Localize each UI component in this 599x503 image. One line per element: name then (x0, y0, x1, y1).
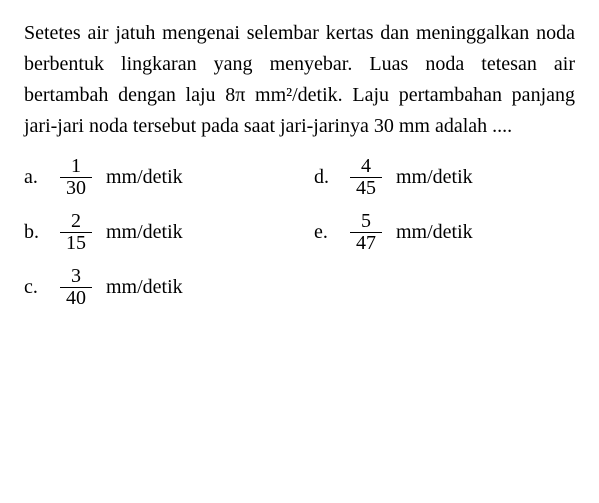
option-den-a: 30 (60, 177, 92, 199)
option-b: b. 2 15 mm/detik (24, 211, 284, 254)
question-text: Setetes air jatuh mengenai selembar kert… (24, 18, 575, 142)
option-fraction-a: 1 30 (60, 156, 92, 199)
option-num-d: 4 (355, 156, 377, 177)
option-row-3: c. 3 40 mm/detik (24, 266, 575, 309)
option-den-c: 40 (60, 287, 92, 309)
option-letter-c: c. (24, 276, 46, 299)
option-letter-e: e. (314, 221, 336, 244)
option-den-d: 45 (350, 177, 382, 199)
option-unit-e: mm/detik (396, 221, 473, 244)
option-num-c: 3 (65, 266, 87, 287)
options-container: a. 1 30 mm/detik d. 4 45 mm/detik b. 2 1… (24, 156, 575, 309)
option-den-e: 47 (350, 232, 382, 254)
option-num-a: 1 (65, 156, 87, 177)
option-num-b: 2 (65, 211, 87, 232)
option-a: a. 1 30 mm/detik (24, 156, 284, 199)
option-e: e. 5 47 mm/detik (314, 211, 574, 254)
option-num-e: 5 (355, 211, 377, 232)
option-c: c. 3 40 mm/detik (24, 266, 284, 309)
question-math: 8π mm²/detik. (225, 84, 342, 106)
option-d: d. 4 45 mm/detik (314, 156, 574, 199)
option-letter-d: d. (314, 166, 336, 189)
option-fraction-b: 2 15 (60, 211, 92, 254)
option-row-2: b. 2 15 mm/detik e. 5 47 mm/detik (24, 211, 575, 254)
option-fraction-c: 3 40 (60, 266, 92, 309)
option-fraction-e: 5 47 (350, 211, 382, 254)
option-unit-b: mm/detik (106, 221, 183, 244)
option-den-b: 15 (60, 232, 92, 254)
option-unit-d: mm/detik (396, 166, 473, 189)
option-fraction-d: 4 45 (350, 156, 382, 199)
option-unit-a: mm/detik (106, 166, 183, 189)
option-unit-c: mm/detik (106, 276, 183, 299)
option-letter-a: a. (24, 166, 46, 189)
option-letter-b: b. (24, 221, 46, 244)
option-row-1: a. 1 30 mm/detik d. 4 45 mm/detik (24, 156, 575, 199)
